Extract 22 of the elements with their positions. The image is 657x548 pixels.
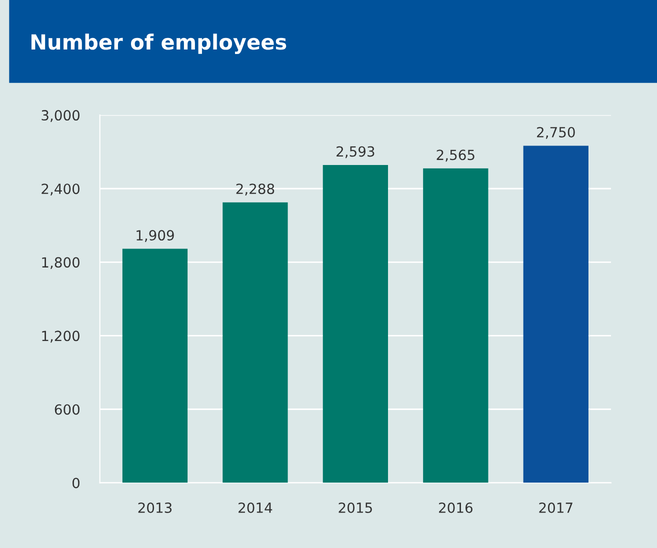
y-tick-label: 1,200 — [42, 330, 80, 343]
y-tick-label: 0 — [72, 478, 80, 488]
x-tick-label: 2013 — [138, 502, 172, 513]
data-label: 2,565 — [436, 150, 474, 162]
x-tick-label: 2017 — [539, 502, 572, 513]
data-label: 2,593 — [336, 146, 374, 158]
x-tick-label: 2015 — [338, 502, 372, 513]
bar — [523, 146, 588, 483]
bar — [222, 202, 288, 483]
y-tick-label: 600 — [54, 404, 80, 415]
x-tick-label: 2014 — [238, 502, 272, 513]
y-tick-label: 3,000 — [42, 110, 80, 122]
x-tick-label: 2016 — [439, 502, 472, 513]
y-tick-label: 2,400 — [42, 184, 80, 196]
bar — [122, 248, 188, 483]
y-tick-label: 1,800 — [42, 257, 80, 270]
data-label: 2,288 — [236, 184, 274, 196]
bar — [423, 168, 488, 483]
chart-title: Number of employees — [31, 34, 286, 54]
data-label: 1,909 — [136, 230, 174, 242]
data-label: 2,750 — [537, 126, 575, 139]
bar — [322, 164, 388, 483]
